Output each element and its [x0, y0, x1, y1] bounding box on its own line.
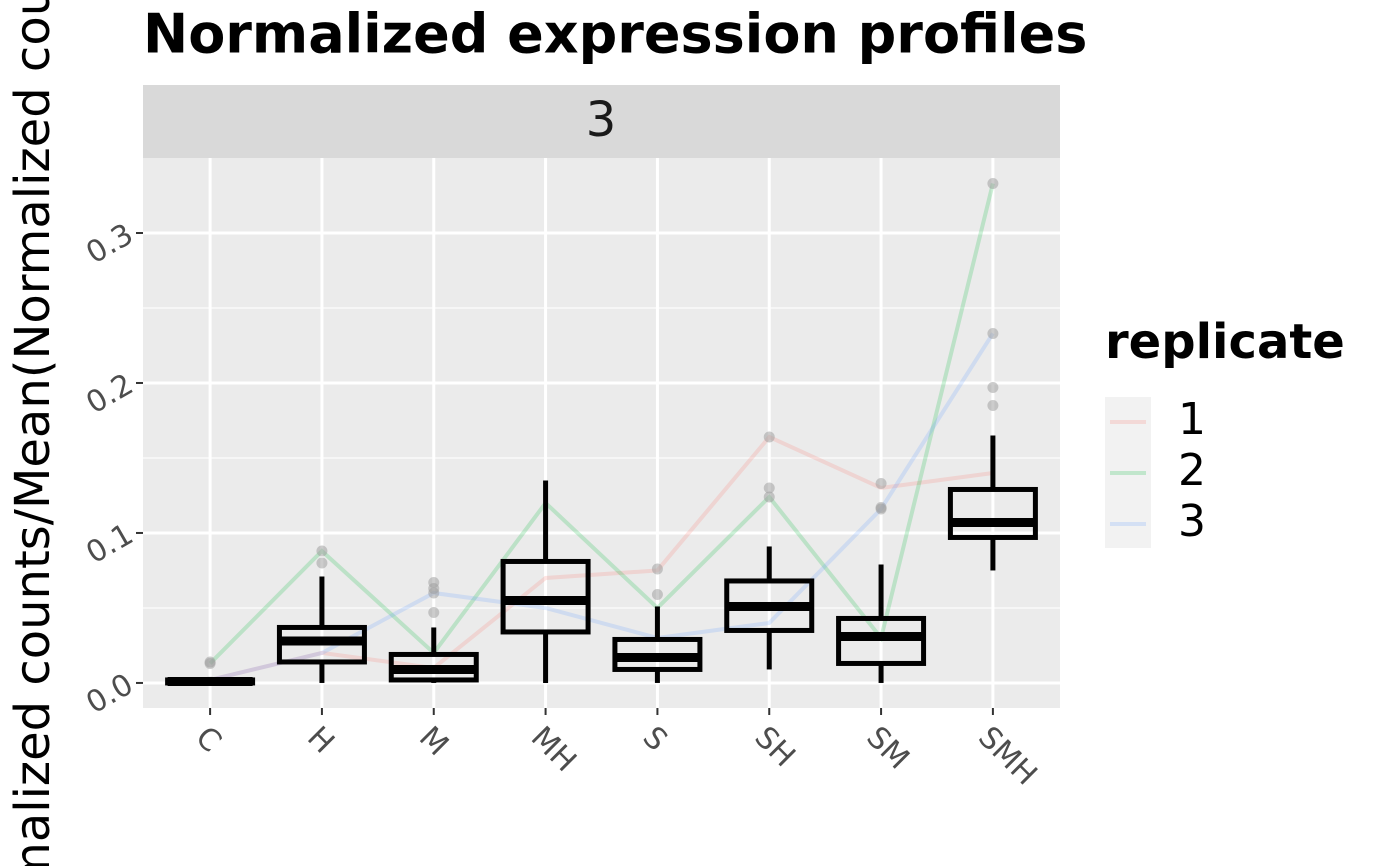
outlier [428, 576, 440, 588]
legend-label: 1 [1178, 394, 1206, 445]
x-tick-label: H [300, 720, 341, 761]
x-tick-label: MH [524, 720, 583, 779]
outlier [875, 477, 887, 489]
y-tick-label: 0.0 [80, 667, 139, 721]
outlier [651, 588, 663, 600]
legend-title: replicate [1105, 314, 1345, 370]
y-tick-label: 0.1 [80, 517, 139, 571]
outlier [651, 563, 663, 575]
outlier [763, 491, 775, 503]
chart-title: Normalized expression profiles [143, 3, 1087, 66]
facet-strip [143, 85, 1060, 158]
legend-key-bg [1105, 397, 1151, 548]
y-tick-label: 0.3 [80, 217, 139, 271]
profile-line [209, 434, 994, 682]
outlier [987, 177, 999, 189]
facet-label: 3 [586, 92, 617, 148]
outlier [428, 606, 440, 618]
box [947, 486, 1038, 540]
x-tick-label: SMH [971, 720, 1043, 792]
outlier [987, 399, 999, 411]
legend-label: 2 [1178, 445, 1206, 496]
outlier [875, 501, 887, 513]
x-tick-label: M [412, 720, 455, 763]
outlier [316, 557, 328, 569]
outlier [763, 431, 775, 443]
outlier [987, 327, 999, 339]
x-tick-label: S [636, 720, 674, 758]
outlier [987, 381, 999, 393]
profile-line [208, 183, 995, 665]
y-tick-label: 0.2 [80, 367, 139, 421]
outlier [316, 545, 328, 557]
x-tick-label: C [188, 720, 228, 760]
x-tick-label: SH [748, 720, 802, 774]
legend-label: 3 [1178, 496, 1206, 547]
outlier [763, 482, 775, 494]
outlier [204, 656, 216, 668]
y-axis-label: Normalized counts/Mean(Normalized counts… [5, 0, 61, 866]
x-tick-label: SM [859, 720, 916, 777]
